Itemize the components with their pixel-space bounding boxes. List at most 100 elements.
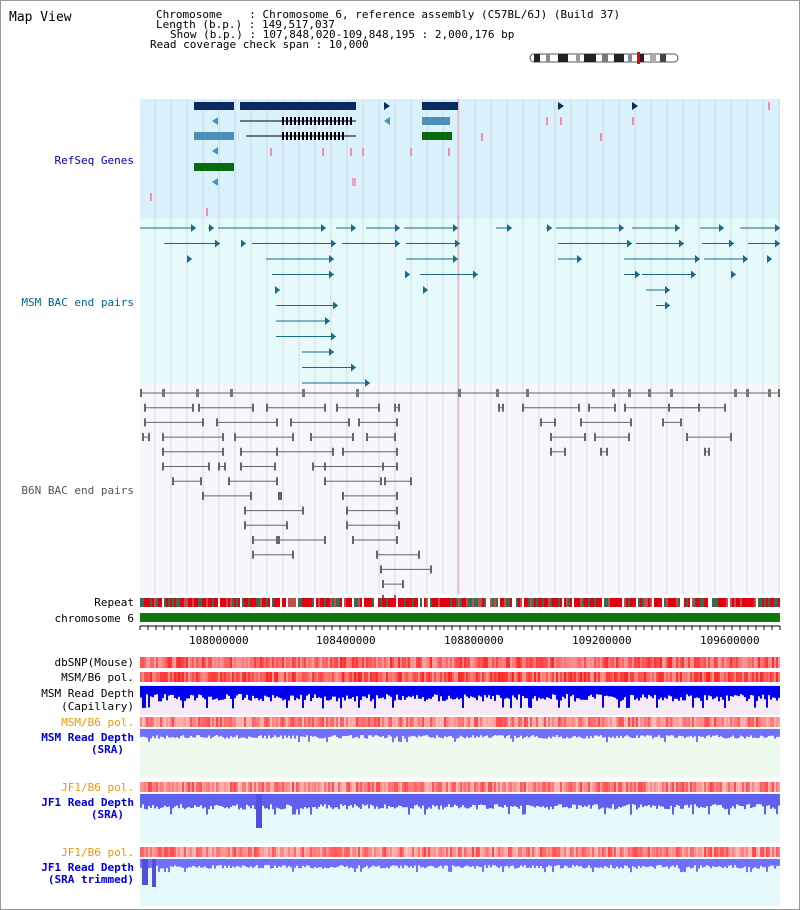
repeat-segment <box>392 598 394 607</box>
depth-bar <box>708 859 710 867</box>
heatmap-cell <box>648 672 650 682</box>
heatmap-cell <box>700 672 702 682</box>
depth-bar <box>376 686 378 696</box>
depth-bar <box>606 794 608 808</box>
repeat-segment <box>752 598 754 607</box>
heatmap-cell <box>644 847 646 857</box>
depth-bar <box>390 686 392 697</box>
heatmap-cell <box>670 672 672 682</box>
heatmap-cell <box>696 847 698 857</box>
depth-bar <box>492 686 494 696</box>
bac-end-marker <box>162 433 164 442</box>
depth-bar <box>174 686 176 698</box>
heatmap-cell <box>618 657 620 668</box>
depth-bar <box>246 686 248 695</box>
heatmap-cell <box>284 782 286 792</box>
heatmap-cell <box>472 847 474 857</box>
bac-end-marker <box>398 403 400 412</box>
heatmap-cell <box>454 782 456 792</box>
exon <box>314 117 316 125</box>
depth-bar <box>528 729 530 738</box>
exon <box>290 117 292 125</box>
heatmap-cell <box>698 657 700 668</box>
heatmap-cell <box>514 782 516 792</box>
depth-bar <box>214 794 216 806</box>
heatmap-cell <box>564 782 566 792</box>
depth-bar <box>606 686 608 696</box>
repeat-segment <box>774 598 776 607</box>
heatmap-cell <box>688 657 690 668</box>
heatmap-cell <box>622 672 624 682</box>
depth-bar <box>532 794 534 807</box>
b6n-bac-label[interactable]: B6N BAC end pairs <box>21 484 134 497</box>
heatmap-cell <box>588 847 590 857</box>
heatmap-cell <box>548 782 550 792</box>
heatmap-cell <box>638 847 640 857</box>
repeat-segment <box>560 598 562 607</box>
depth-bar <box>368 794 370 809</box>
depth-bar <box>180 794 182 805</box>
heatmap-cell <box>324 672 326 682</box>
heatmap-cell <box>324 657 326 668</box>
heatmap-cell <box>450 717 452 727</box>
depth-bar <box>666 859 668 867</box>
depth-bar <box>362 794 364 805</box>
depth-bar <box>458 729 460 738</box>
depth-bar <box>598 794 600 810</box>
msm-b6-pol-label: MSM/B6 pol. <box>61 671 134 684</box>
depth-bar <box>286 686 288 708</box>
depth-bar <box>298 794 300 815</box>
depth-bar <box>760 729 762 736</box>
heatmap-cell <box>294 847 296 857</box>
heatmap-cell <box>240 657 242 668</box>
heatmap-cell <box>304 672 306 682</box>
heatmap-cell <box>440 782 442 792</box>
depth-bar <box>550 729 552 739</box>
pink-marker <box>768 102 770 110</box>
heatmap-cell <box>160 657 162 668</box>
heatmap-cell <box>246 717 248 727</box>
refseq-genes-label[interactable]: RefSeq Genes <box>54 154 134 167</box>
bac-end-marker <box>384 477 386 486</box>
heatmap-cell <box>628 672 630 682</box>
repeat-segment <box>458 598 460 607</box>
heatmap-cell <box>320 782 322 792</box>
heatmap-cell <box>764 847 766 857</box>
depth-bar <box>672 794 674 815</box>
repeat-segment <box>398 598 400 607</box>
depth-bar <box>504 686 506 699</box>
heatmap-cell <box>382 717 384 727</box>
depth-bar <box>442 686 444 701</box>
depth-bar <box>146 729 148 738</box>
heatmap-cell <box>662 657 664 668</box>
depth-bar <box>764 686 766 700</box>
depth-bar <box>266 729 268 739</box>
depth-bar <box>706 794 708 807</box>
heatmap-cell <box>438 672 440 682</box>
depth-bar <box>356 686 358 697</box>
heatmap-cell <box>476 672 478 682</box>
heatmap-cell <box>160 672 162 682</box>
chromosome-ideogram[interactable] <box>528 52 680 64</box>
msm-bac-label[interactable]: MSM BAC end pairs <box>21 296 134 309</box>
heatmap-cell <box>386 672 388 682</box>
depth-bar <box>562 859 564 869</box>
heatmap-cell <box>414 782 416 792</box>
repeat-segment <box>486 598 488 607</box>
depth-bar <box>296 729 298 736</box>
depth-bar <box>518 686 520 695</box>
heatmap-cell <box>766 672 768 682</box>
repeat-segment <box>416 598 418 607</box>
heatmap-cell <box>276 782 278 792</box>
exon <box>338 117 340 125</box>
heatmap-cell <box>408 672 410 682</box>
depth-bar <box>686 686 688 695</box>
depth-bar <box>472 859 474 867</box>
heatmap-cell <box>620 672 622 682</box>
depth-bar <box>482 859 484 872</box>
depth-bar <box>196 794 198 807</box>
depth-bar <box>646 729 648 736</box>
heatmap-cell <box>172 717 174 727</box>
heatmap-cell <box>276 657 278 668</box>
